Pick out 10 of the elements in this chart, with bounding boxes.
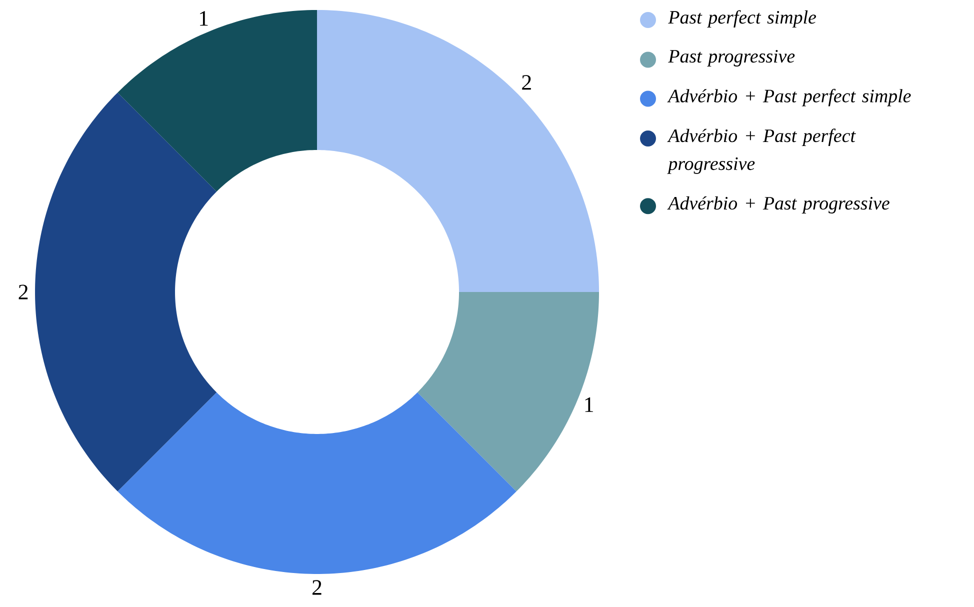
legend-label: Advérbio + Past perfect progressive xyxy=(667,128,856,174)
data-label: 2 xyxy=(18,284,28,300)
legend-label: Advérbio + Past progressive xyxy=(667,196,890,214)
legend-label: Past perfect simple xyxy=(668,10,816,28)
data-label: 1 xyxy=(200,11,208,26)
legend-label: Past progressive xyxy=(668,50,795,67)
data-label: 2 xyxy=(522,75,531,90)
data-label: 1 xyxy=(585,397,594,412)
legend-label: Advérbio + Past perfect simple xyxy=(667,88,911,106)
data-label: 2 xyxy=(312,580,322,595)
